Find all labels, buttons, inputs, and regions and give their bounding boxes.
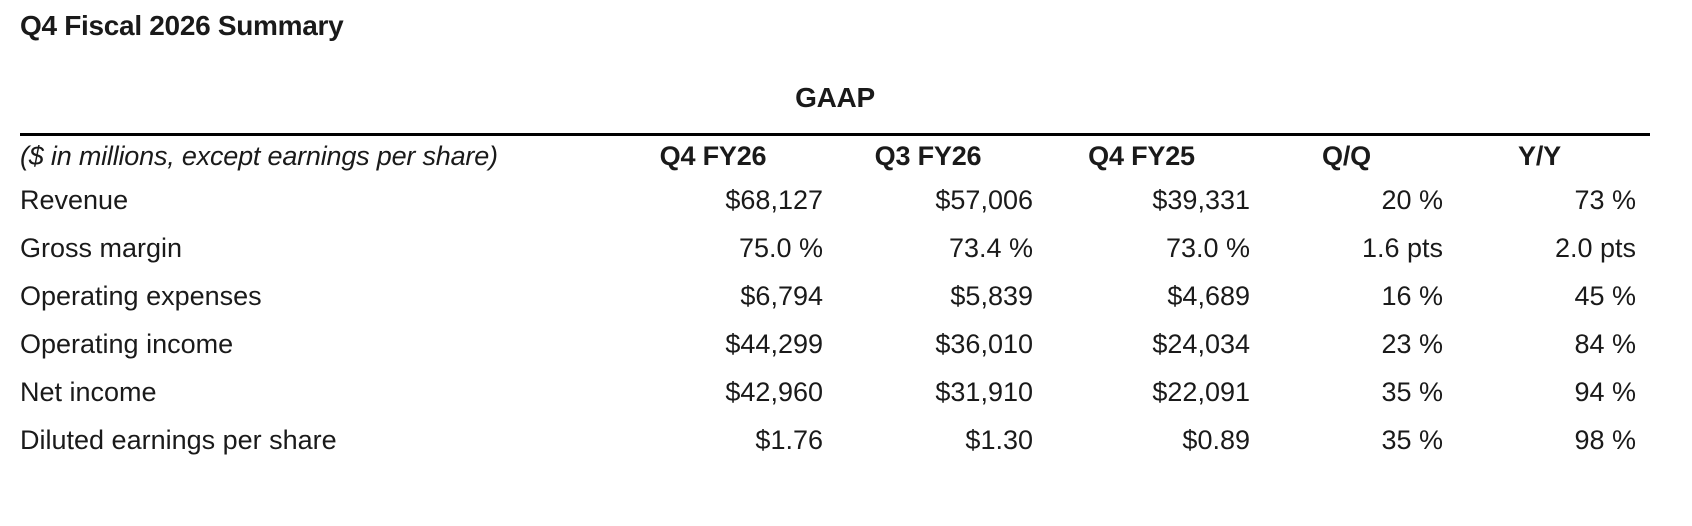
row-label: Operating income [20,329,234,359]
row-label: Operating expenses [20,281,262,311]
cell-value: 94 % [1574,377,1636,407]
cell-value: 20 % [1381,185,1443,215]
cell-value: 84 % [1574,329,1636,359]
cell-value: 23 % [1381,329,1443,359]
cell-value: $44,299 [725,329,823,359]
cell-value: $24,034 [1152,329,1250,359]
cell-value: $0.89 [1182,425,1250,455]
cell-value: 98 % [1574,425,1636,455]
cell-value: $57,006 [935,185,1033,215]
row-label: Net income [20,377,157,407]
cell-value: 35 % [1381,377,1443,407]
cell-value: $1.76 [755,425,823,455]
table-header-row: ($ in millions, except earnings per shar… [20,135,1650,177]
row-label: Diluted earnings per share [20,425,337,455]
cell-value: $1.30 [965,425,1033,455]
cell-value: 16 % [1381,281,1443,311]
cell-value: 2.0 pts [1554,233,1636,263]
financial-summary-table: GAAP ($ in millions, except earnings per… [20,84,1650,465]
cell-value: $31,910 [935,377,1033,407]
cell-value: $6,794 [740,281,823,311]
cell-value: 73 % [1574,185,1636,215]
table-row-revenue: Revenue $68,127 $57,006 $39,331 20 % 73 … [20,177,1650,225]
column-header-q4-fy25: Q4 FY25 [1088,140,1195,171]
page-title: Q4 Fiscal 2026 Summary [20,10,344,41]
cell-value: $68,127 [725,185,823,215]
table-row-diluted-eps: Diluted earnings per share $1.76 $1.30 $… [20,417,1650,465]
column-header-yy: Y/Y [1518,140,1561,171]
cell-value: $22,091 [1152,377,1250,407]
unit-note: ($ in millions, except earnings per shar… [20,140,498,171]
cell-value: $5,839 [950,281,1033,311]
cell-value: 35 % [1381,425,1443,455]
cell-value: $39,331 [1152,185,1250,215]
cell-value: $36,010 [935,329,1033,359]
cell-value: 73.4 % [948,233,1033,263]
cell-value: 45 % [1574,281,1636,311]
cell-value: 1.6 pts [1361,233,1443,263]
cell-value: $42,960 [725,377,823,407]
table-row-operating-income: Operating income $44,299 $36,010 $24,034… [20,321,1650,369]
column-header-q4-fy26: Q4 FY26 [659,140,767,171]
cell-value: 75.0 % [738,233,823,263]
cell-value: $4,689 [1167,281,1250,311]
table-row-operating-expenses: Operating expenses $6,794 $5,839 $4,689 … [20,273,1650,321]
row-label: Revenue [20,185,129,215]
column-header-q3-fy26: Q3 FY26 [874,140,982,171]
cell-value: 73.0 % [1165,233,1250,263]
gaap-table: ($ in millions, except earnings per shar… [20,133,1650,465]
row-label: Gross margin [20,233,183,263]
gaap-group-header: GAAP [795,82,875,113]
table-row-gross-margin: Gross margin 75.0 % 73.4 % 73.0 % 1.6 pt… [20,225,1650,273]
column-header-qq: Q/Q [1322,140,1371,171]
table-row-net-income: Net income $42,960 $31,910 $22,091 35 % … [20,369,1650,417]
